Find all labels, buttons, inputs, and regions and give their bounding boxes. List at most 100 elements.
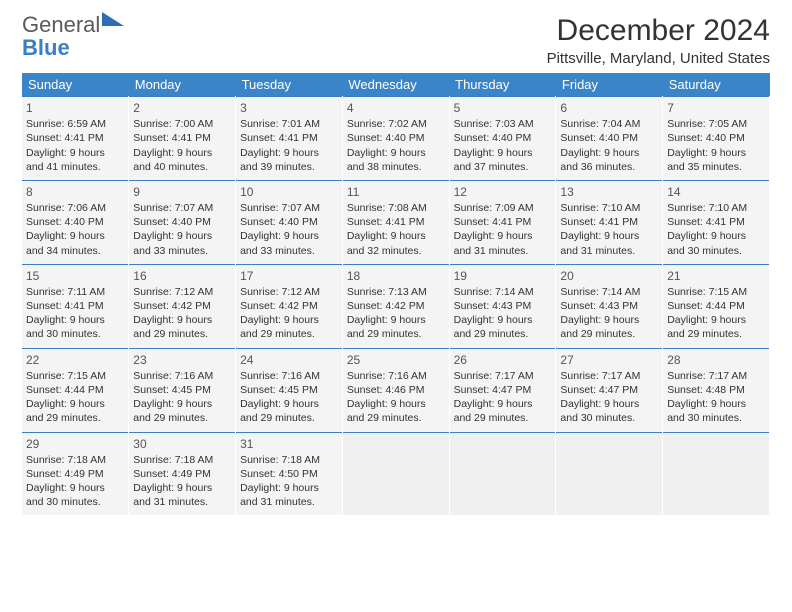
daylight-text: and 31 minutes. [240,495,338,509]
sunset-text: Sunset: 4:40 PM [26,215,124,229]
empty-cell [663,432,770,515]
day-cell: 18Sunrise: 7:13 AMSunset: 4:42 PMDayligh… [342,264,449,348]
day-number: 20 [560,268,658,284]
sunset-text: Sunset: 4:43 PM [560,299,658,313]
day-cell: 11Sunrise: 7:08 AMSunset: 4:41 PMDayligh… [342,180,449,264]
sunset-text: Sunset: 4:41 PM [26,131,124,145]
day-number: 12 [454,184,552,200]
day-number: 10 [240,184,338,200]
sunrise-text: Sunrise: 7:08 AM [347,201,445,215]
weekday-header: Saturday [663,73,770,97]
sunrise-text: Sunrise: 7:12 AM [133,285,231,299]
weekday-header-row: SundayMondayTuesdayWednesdayThursdayFrid… [22,73,770,97]
daylight-text: and 29 minutes. [240,327,338,341]
logo-word-blue: Blue [22,35,70,60]
day-cell: 3Sunrise: 7:01 AMSunset: 4:41 PMDaylight… [236,97,343,181]
sunrise-text: Sunrise: 7:17 AM [667,369,765,383]
week-row: 22Sunrise: 7:15 AMSunset: 4:44 PMDayligh… [22,348,770,432]
daylight-text: Daylight: 9 hours [667,313,765,327]
daylight-text: and 33 minutes. [133,244,231,258]
sunrise-text: Sunrise: 7:18 AM [26,453,124,467]
daylight-text: Daylight: 9 hours [454,146,552,160]
daylight-text: Daylight: 9 hours [240,313,338,327]
logo-sail-icon [102,10,124,31]
daylight-text: and 39 minutes. [240,160,338,174]
day-cell: 19Sunrise: 7:14 AMSunset: 4:43 PMDayligh… [449,264,556,348]
sunrise-text: Sunrise: 7:16 AM [240,369,338,383]
day-cell: 13Sunrise: 7:10 AMSunset: 4:41 PMDayligh… [556,180,663,264]
sunset-text: Sunset: 4:40 PM [347,131,445,145]
sunset-text: Sunset: 4:44 PM [26,383,124,397]
day-number: 7 [667,100,765,116]
logo: General Blue [22,14,124,60]
daylight-text: Daylight: 9 hours [240,229,338,243]
logo-text-block: General Blue [22,14,124,60]
sunrise-text: Sunrise: 7:16 AM [347,369,445,383]
sunrise-text: Sunrise: 7:15 AM [26,369,124,383]
day-cell: 4Sunrise: 7:02 AMSunset: 4:40 PMDaylight… [342,97,449,181]
daylight-text: and 29 minutes. [454,411,552,425]
sunrise-text: Sunrise: 7:06 AM [26,201,124,215]
day-number: 14 [667,184,765,200]
day-number: 24 [240,352,338,368]
daylight-text: Daylight: 9 hours [347,146,445,160]
daylight-text: and 38 minutes. [347,160,445,174]
sunset-text: Sunset: 4:41 PM [560,215,658,229]
weekday-header: Monday [129,73,236,97]
sunrise-text: Sunrise: 7:13 AM [347,285,445,299]
daylight-text: Daylight: 9 hours [133,481,231,495]
day-number: 19 [454,268,552,284]
day-number: 2 [133,100,231,116]
day-number: 18 [347,268,445,284]
daylight-text: Daylight: 9 hours [26,146,124,160]
day-number: 6 [560,100,658,116]
sunrise-text: Sunrise: 7:15 AM [667,285,765,299]
weekday-header: Sunday [22,73,129,97]
daylight-text: Daylight: 9 hours [240,146,338,160]
day-cell: 31Sunrise: 7:18 AMSunset: 4:50 PMDayligh… [236,432,343,515]
sunset-text: Sunset: 4:41 PM [133,131,231,145]
sunset-text: Sunset: 4:48 PM [667,383,765,397]
daylight-text: Daylight: 9 hours [133,313,231,327]
empty-cell [342,432,449,515]
day-number: 15 [26,268,124,284]
sunset-text: Sunset: 4:42 PM [347,299,445,313]
logo-word-general: General [22,12,100,37]
sunrise-text: Sunrise: 7:09 AM [454,201,552,215]
daylight-text: and 37 minutes. [454,160,552,174]
daylight-text: Daylight: 9 hours [667,229,765,243]
daylight-text: and 30 minutes. [667,244,765,258]
sunset-text: Sunset: 4:41 PM [667,215,765,229]
day-cell: 28Sunrise: 7:17 AMSunset: 4:48 PMDayligh… [663,348,770,432]
sunset-text: Sunset: 4:45 PM [133,383,231,397]
daylight-text: and 29 minutes. [133,327,231,341]
day-number: 9 [133,184,231,200]
sunrise-text: Sunrise: 7:11 AM [26,285,124,299]
day-number: 27 [560,352,658,368]
daylight-text: and 33 minutes. [240,244,338,258]
calendar-table: SundayMondayTuesdayWednesdayThursdayFrid… [22,73,770,515]
daylight-text: and 29 minutes. [347,327,445,341]
sunset-text: Sunset: 4:43 PM [454,299,552,313]
daylight-text: Daylight: 9 hours [454,229,552,243]
sunrise-text: Sunrise: 7:14 AM [454,285,552,299]
daylight-text: and 30 minutes. [667,411,765,425]
day-number: 16 [133,268,231,284]
day-number: 29 [26,436,124,452]
sunset-text: Sunset: 4:47 PM [454,383,552,397]
day-number: 13 [560,184,658,200]
sunset-text: Sunset: 4:40 PM [560,131,658,145]
sunset-text: Sunset: 4:45 PM [240,383,338,397]
daylight-text: and 31 minutes. [454,244,552,258]
sunrise-text: Sunrise: 7:00 AM [133,117,231,131]
daylight-text: and 31 minutes. [560,244,658,258]
sunset-text: Sunset: 4:42 PM [133,299,231,313]
day-cell: 14Sunrise: 7:10 AMSunset: 4:41 PMDayligh… [663,180,770,264]
location-label: Pittsville, Maryland, United States [547,50,770,67]
day-number: 28 [667,352,765,368]
sunrise-text: Sunrise: 7:12 AM [240,285,338,299]
sunset-text: Sunset: 4:49 PM [133,467,231,481]
day-cell: 23Sunrise: 7:16 AMSunset: 4:45 PMDayligh… [129,348,236,432]
sunrise-text: Sunrise: 7:05 AM [667,117,765,131]
sunrise-text: Sunrise: 7:17 AM [560,369,658,383]
